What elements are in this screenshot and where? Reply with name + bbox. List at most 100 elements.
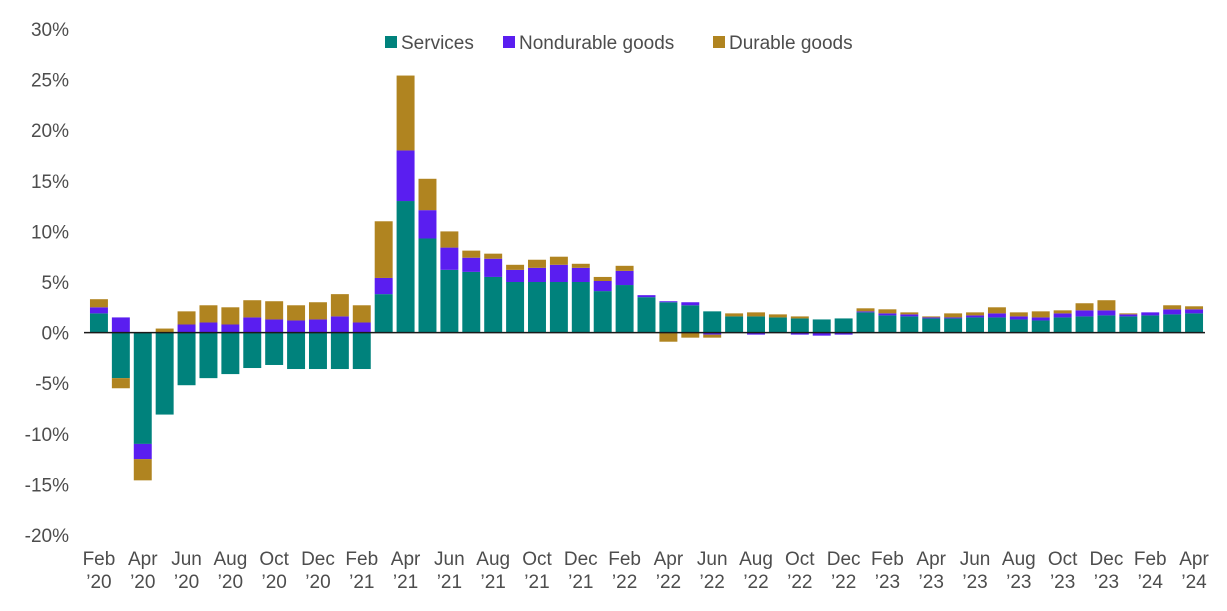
x-tick-label-month: Apr [654,549,684,570]
bar-segment-nondurable-goods [1185,309,1204,314]
x-tick-label-year: ’20 [261,572,286,593]
x-tick-label-year: ’23 [1050,572,1075,593]
bar-segment-services [1185,313,1204,333]
y-tick-label: -20% [25,526,69,547]
bar-segment-nondurable-goods [1119,314,1138,317]
x-tick-label-month: Jun [434,549,465,570]
x-tick-label-month: Dec [564,549,598,570]
bar-segment-services [1097,315,1116,333]
bar-segment-nondurable-goods [637,295,656,298]
bar-segment-durable-goods [352,305,371,323]
x-tick-label-year: ’21 [524,572,549,593]
bar-segment-durable-goods [1053,310,1072,314]
bar-segment-durable-goods [681,332,700,338]
bar-segment-durable-goods [790,316,809,319]
bar-segment-durable-goods [133,459,152,481]
y-tick-label: 0% [42,324,70,345]
bar-segment-services [1163,314,1182,333]
x-tick-label-month: Oct [522,549,552,570]
x-tick-label-year: ’20 [86,572,111,593]
bar-segment-nondurable-goods [549,264,568,282]
bar-segment-nondurable-goods [133,443,152,460]
bar-segment-nondurable-goods [111,317,130,333]
bar-segment-services [155,332,174,415]
bar-segment-services [593,291,612,333]
bar-segment-durable-goods [440,231,459,248]
bar-segment-nondurable-goods [1031,317,1050,321]
y-tick-label: 5% [42,273,70,294]
bar-segment-services [396,201,415,333]
bar-segment-services [1141,315,1160,333]
x-tick-label-month: Apr [1179,549,1209,570]
bar-segment-nondurable-goods [308,319,327,333]
bar-segment-services [462,271,481,333]
bar-segment-nondurable-goods [243,317,262,333]
x-tick-label-month: Feb [1134,549,1167,570]
bar-segment-durable-goods [571,263,590,268]
x-tick-label-month: Oct [259,549,289,570]
bar-segment-services [374,294,393,333]
bar-segment-nondurable-goods [330,316,349,333]
bar-segment-services [571,282,590,333]
bar-segment-services [1031,320,1050,333]
bar-segment-nondurable-goods [922,317,941,319]
bar-segment-services [221,332,240,375]
bar-segment-services [484,276,503,333]
bar-segment-services [418,238,437,333]
x-tick-label-year: ’24 [1181,572,1207,593]
x-tick-label-month: Aug [739,549,773,570]
bar-segment-nondurable-goods [834,332,853,335]
x-tick-label-month: Jun [171,549,202,570]
x-tick-label-month: Oct [785,549,815,570]
bar-segment-durable-goods [1185,306,1204,310]
bar-segment-nondurable-goods [987,313,1006,318]
bar-segment-durable-goods [111,378,130,389]
bar-segment-durable-goods [484,253,503,259]
bar-segment-durable-goods [462,250,481,258]
bar-segment-durable-goods [549,256,568,265]
bar-segment-durable-goods [528,259,546,268]
bar-segment-durable-goods [89,299,108,308]
bar-segment-services [265,332,284,365]
x-tick-label-month: Feb [608,549,641,570]
legend-label: Durable goods [729,33,853,54]
bar-segment-nondurable-goods [659,301,678,303]
bar-segment-durable-goods [308,302,327,320]
bar-segment-nondurable-goods [352,322,371,333]
x-tick-label-year: ’20 [130,572,155,593]
bar-segment-services [549,282,568,333]
x-tick-label-month: Feb [345,549,378,570]
bar-segment-nondurable-goods [615,270,634,286]
x-tick-label-month: Dec [827,549,861,570]
x-axis: Feb’20Apr’20Jun’20Aug’20Oct’20Dec’20Feb’… [83,549,1210,593]
bar-segment-durable-goods [659,332,678,342]
bar-segment-durable-goods [1163,305,1182,310]
bar-segment-services [89,313,108,333]
bar-segment-services [287,332,306,370]
bar-segment-services [243,332,262,369]
x-tick-label-month: Jun [960,549,991,570]
bar-segment-nondurable-goods [177,324,196,333]
bar-segment-durable-goods [243,300,262,318]
bar-segment-nondurable-goods [462,257,481,272]
x-tick-label-year: ’22 [656,572,681,593]
x-tick-label-year: ’20 [174,572,199,593]
bar-segment-nondurable-goods [1053,313,1072,318]
bar-segment-services [812,319,831,333]
bar-segment-nondurable-goods [703,332,722,335]
x-tick-label-year: ’22 [612,572,637,593]
bar-segment-nondurable-goods [1163,309,1182,315]
bar-segment-nondurable-goods [1141,312,1160,316]
y-tick-label: 10% [31,222,69,243]
x-tick-label-year: ’22 [700,572,725,593]
bar-segment-durable-goods [615,265,634,271]
bar-segment-nondurable-goods [571,267,590,282]
bar-segment-durable-goods [1009,312,1028,317]
x-tick-label-month: Dec [1090,549,1124,570]
x-tick-label-year: ’22 [787,572,812,593]
x-tick-label-month: Apr [916,549,946,570]
bar-segment-nondurable-goods [1009,316,1028,320]
bar-segment-durable-goods [703,334,722,338]
x-tick-label-month: Aug [213,549,247,570]
